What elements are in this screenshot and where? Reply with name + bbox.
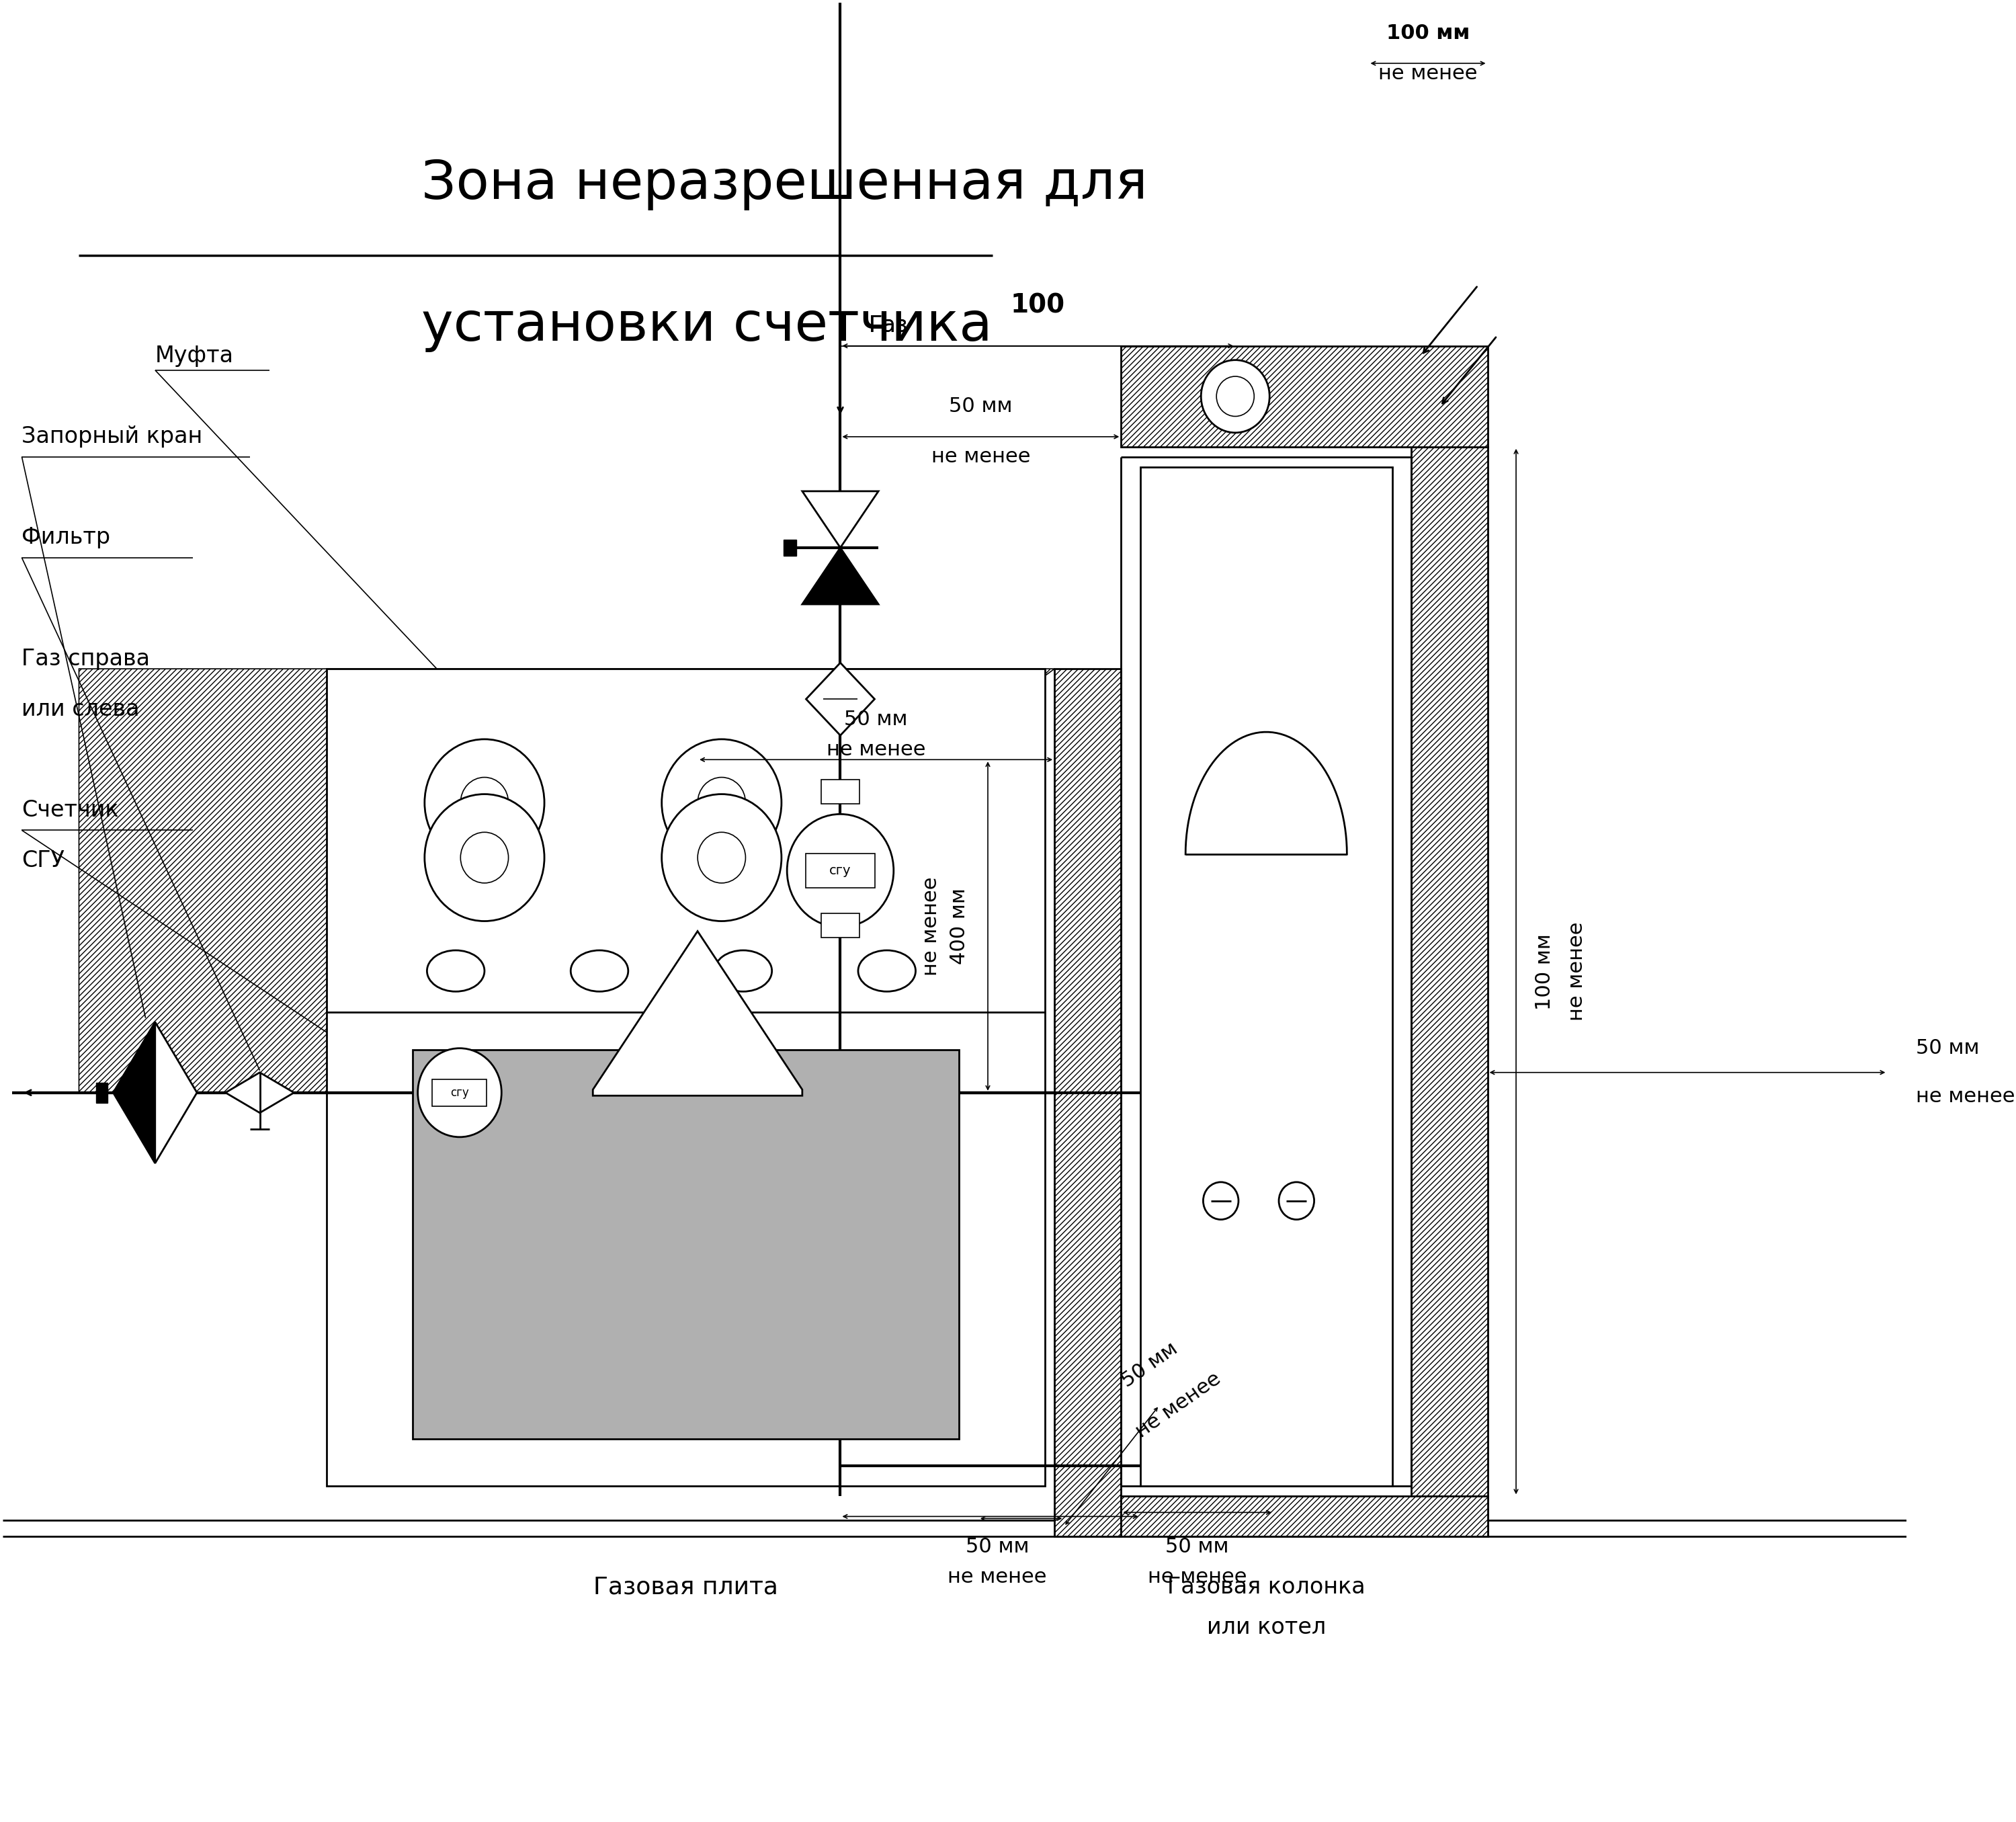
Circle shape bbox=[1204, 1182, 1238, 1219]
Text: Фильтр: Фильтр bbox=[22, 527, 111, 548]
Text: 100 мм: 100 мм bbox=[1387, 24, 1470, 44]
Text: Счетчик: Счетчик bbox=[22, 800, 119, 822]
Text: Газовая плита: Газовая плита bbox=[593, 1576, 778, 1598]
Bar bbox=[1121, 1496, 1488, 1536]
Bar bbox=[806, 855, 875, 887]
Polygon shape bbox=[802, 492, 879, 548]
Circle shape bbox=[425, 794, 544, 922]
Circle shape bbox=[460, 778, 508, 827]
Text: не менее: не менее bbox=[948, 1567, 1046, 1587]
Polygon shape bbox=[806, 663, 875, 736]
Text: 50 мм: 50 мм bbox=[950, 397, 1012, 415]
Text: не менее: не менее bbox=[1566, 922, 1587, 1020]
Polygon shape bbox=[155, 1022, 198, 1162]
Text: 50 мм: 50 мм bbox=[1119, 1339, 1181, 1392]
Text: 50 мм: 50 мм bbox=[1915, 1039, 1980, 1059]
Circle shape bbox=[1278, 1182, 1314, 1219]
Polygon shape bbox=[1054, 669, 1121, 1536]
Polygon shape bbox=[593, 931, 802, 1095]
Text: 50 мм: 50 мм bbox=[845, 709, 907, 729]
Circle shape bbox=[425, 740, 544, 865]
Text: Газовая колонка: Газовая колонка bbox=[1167, 1576, 1365, 1598]
Text: Газ: Газ bbox=[869, 315, 909, 337]
Circle shape bbox=[1202, 361, 1270, 432]
Circle shape bbox=[417, 1048, 502, 1137]
Circle shape bbox=[661, 740, 782, 865]
Ellipse shape bbox=[571, 951, 629, 991]
Text: не менее: не менее bbox=[931, 446, 1030, 466]
Text: не менее: не менее bbox=[827, 740, 925, 760]
Circle shape bbox=[698, 778, 746, 827]
Text: 100: 100 bbox=[1010, 293, 1064, 319]
Bar bbox=[97, 1082, 107, 1102]
Text: или слева: или слева bbox=[22, 698, 139, 720]
Bar bbox=[413, 1049, 960, 1439]
Ellipse shape bbox=[427, 951, 484, 991]
Bar bbox=[821, 913, 859, 937]
Text: Зона неразрешенная для: Зона неразрешенная для bbox=[421, 159, 1147, 211]
Text: 50 мм: 50 мм bbox=[1165, 1538, 1230, 1556]
Text: 400 мм: 400 мм bbox=[950, 887, 970, 964]
Polygon shape bbox=[1185, 732, 1347, 855]
Polygon shape bbox=[113, 1022, 155, 1162]
Text: не менее: не менее bbox=[1133, 1368, 1224, 1441]
Text: сгу: сгу bbox=[450, 1086, 470, 1099]
Text: установки счетчика: установки счетчика bbox=[421, 299, 992, 352]
Circle shape bbox=[460, 833, 508, 884]
Bar bbox=[1121, 346, 1488, 446]
Circle shape bbox=[786, 814, 893, 927]
Text: Запорный кран: Запорный кран bbox=[22, 426, 204, 448]
Ellipse shape bbox=[859, 951, 915, 991]
Ellipse shape bbox=[714, 951, 772, 991]
Bar bbox=[431, 1079, 486, 1106]
Text: не менее: не менее bbox=[921, 876, 941, 977]
Text: 50 мм: 50 мм bbox=[966, 1538, 1028, 1556]
Text: Газ: Газ bbox=[869, 315, 909, 337]
Bar bbox=[1141, 466, 1393, 1487]
Circle shape bbox=[698, 833, 746, 884]
Circle shape bbox=[1216, 377, 1254, 417]
Circle shape bbox=[661, 794, 782, 922]
Text: сгу: сгу bbox=[829, 864, 851, 876]
Text: Муфта: Муфта bbox=[155, 344, 234, 366]
Bar bbox=[784, 539, 796, 556]
Bar bbox=[327, 669, 1044, 1487]
Text: 100 мм: 100 мм bbox=[1534, 933, 1554, 1009]
Bar bbox=[821, 780, 859, 804]
Text: не менее: не менее bbox=[1147, 1567, 1246, 1587]
Polygon shape bbox=[802, 548, 879, 605]
Text: не менее: не менее bbox=[1379, 64, 1478, 84]
Polygon shape bbox=[226, 1073, 294, 1113]
Text: СГУ: СГУ bbox=[22, 849, 65, 871]
Text: Газ справа: Газ справа bbox=[22, 647, 149, 670]
Text: или котел: или котел bbox=[1208, 1616, 1327, 1638]
Text: не менее: не менее bbox=[1915, 1088, 2014, 1106]
Bar bbox=[1411, 446, 1488, 1536]
